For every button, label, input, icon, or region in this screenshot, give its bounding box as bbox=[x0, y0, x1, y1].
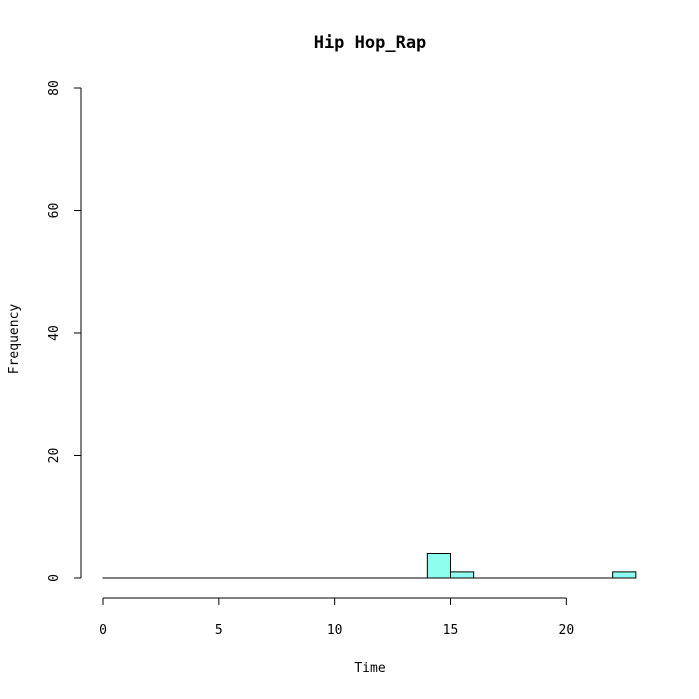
x-tick-label: 15 bbox=[443, 623, 459, 638]
x-tick-label: 20 bbox=[559, 623, 575, 638]
y-tick-label: 40 bbox=[47, 325, 62, 341]
y-axis-label: Frequency bbox=[7, 304, 22, 375]
y-axis: 0 20 40 60 80 bbox=[47, 80, 82, 582]
x-tick-label: 10 bbox=[327, 623, 343, 638]
x-axis: 0 5 10 15 20 bbox=[99, 597, 575, 638]
y-tick-label: 0 bbox=[47, 574, 62, 582]
y-tick-label: 60 bbox=[47, 203, 62, 219]
histogram-bars bbox=[102, 553, 637, 579]
y-tick-label: 80 bbox=[47, 80, 62, 96]
chart-title: Hip Hop_Rap bbox=[314, 33, 427, 53]
y-tick-label: 20 bbox=[47, 448, 62, 464]
histogram-bar bbox=[426, 553, 452, 579]
x-tick-label: 0 bbox=[99, 623, 107, 638]
histogram-bar bbox=[450, 571, 475, 579]
x-tick-label: 5 bbox=[215, 623, 223, 638]
histogram-bar bbox=[612, 571, 637, 579]
x-axis-label: Time bbox=[354, 661, 385, 676]
